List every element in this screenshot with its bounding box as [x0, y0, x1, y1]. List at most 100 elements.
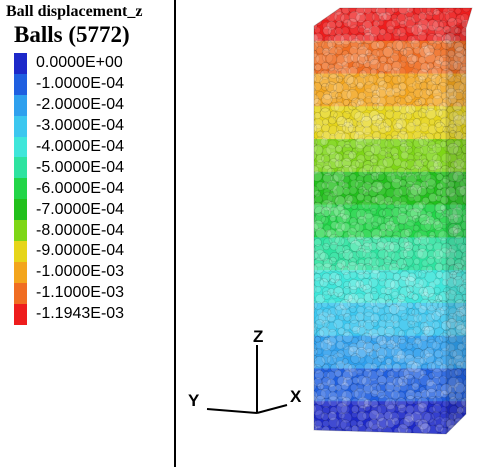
ball	[350, 179, 359, 189]
ball	[357, 186, 367, 195]
ball	[399, 143, 409, 153]
ball	[369, 68, 378, 76]
legend-row: -8.0000E-04	[14, 220, 124, 242]
ball	[314, 67, 317, 80]
ball	[349, 46, 358, 55]
ball	[375, 257, 386, 267]
ball	[420, 369, 427, 377]
ball	[428, 406, 436, 414]
ball	[435, 109, 443, 117]
z-axis-label: Z	[253, 327, 263, 346]
ball	[391, 8, 399, 13]
ball	[314, 277, 324, 288]
ball	[452, 348, 463, 360]
ball	[383, 215, 394, 226]
ball	[411, 23, 423, 36]
ball	[433, 416, 445, 428]
ball	[425, 88, 433, 96]
ball	[448, 111, 459, 122]
ball	[426, 235, 437, 246]
ball	[421, 363, 429, 371]
ball	[314, 112, 316, 122]
ball	[351, 411, 358, 419]
ball	[323, 161, 332, 170]
ball	[448, 95, 457, 104]
ball	[314, 403, 317, 414]
ball	[389, 287, 399, 297]
ball	[326, 201, 337, 212]
ball	[439, 20, 448, 29]
ball	[321, 300, 329, 308]
ball	[371, 122, 381, 133]
ball	[448, 392, 456, 400]
ball	[323, 224, 332, 233]
ball	[318, 311, 331, 324]
ball	[314, 325, 317, 337]
ball	[363, 319, 375, 331]
ball	[407, 91, 416, 100]
ball	[383, 346, 395, 358]
ball	[346, 18, 358, 29]
ball	[462, 8, 471, 13]
color-band	[314, 237, 472, 272]
ball	[439, 332, 449, 343]
ball	[386, 25, 395, 34]
ball	[398, 103, 410, 115]
ball	[448, 213, 459, 224]
ball	[447, 74, 456, 83]
legend-row: -4.0000E-04	[14, 136, 124, 158]
ball	[393, 384, 401, 393]
ball	[370, 399, 379, 408]
ball	[375, 165, 386, 176]
legend-swatch	[14, 115, 27, 137]
ball	[382, 82, 393, 92]
ball	[407, 320, 415, 328]
ball	[340, 237, 350, 247]
ball	[322, 47, 330, 56]
ball	[314, 219, 324, 231]
ball	[447, 264, 459, 276]
ball	[425, 74, 437, 86]
ball	[363, 213, 375, 225]
ball	[361, 332, 373, 344]
ball	[426, 243, 434, 251]
legend-swatch	[14, 282, 27, 304]
ball	[453, 114, 465, 127]
ball	[349, 221, 360, 233]
ball	[383, 196, 393, 206]
ball	[340, 33, 352, 45]
ball	[406, 328, 417, 339]
legend-list: 0.0000E+00 -1.0000E-04 -2.0000E-04 -3.00…	[14, 53, 124, 325]
axis-triad: Z Y X	[188, 327, 302, 414]
ball	[418, 313, 429, 324]
ball	[314, 123, 318, 135]
ball	[384, 151, 392, 159]
ball	[363, 292, 374, 303]
ball	[439, 130, 451, 142]
ball	[350, 108, 361, 119]
ball	[356, 375, 367, 385]
ball	[370, 8, 379, 13]
ball	[376, 307, 385, 316]
ball	[396, 27, 407, 37]
ball	[358, 405, 366, 414]
ball	[360, 229, 372, 242]
ball	[407, 336, 417, 346]
ball	[314, 212, 326, 225]
ball	[382, 426, 393, 434]
ball	[387, 57, 394, 64]
ball	[417, 68, 429, 81]
ball	[400, 263, 409, 272]
ball	[370, 94, 381, 105]
ball	[342, 249, 354, 261]
color-band	[314, 401, 472, 434]
ball	[414, 98, 422, 106]
ball	[439, 411, 451, 422]
ball	[392, 272, 401, 281]
ball	[341, 396, 352, 407]
ball	[453, 60, 463, 71]
ball	[314, 49, 318, 59]
ball	[314, 263, 318, 275]
ball	[406, 8, 414, 14]
ball	[405, 76, 417, 87]
